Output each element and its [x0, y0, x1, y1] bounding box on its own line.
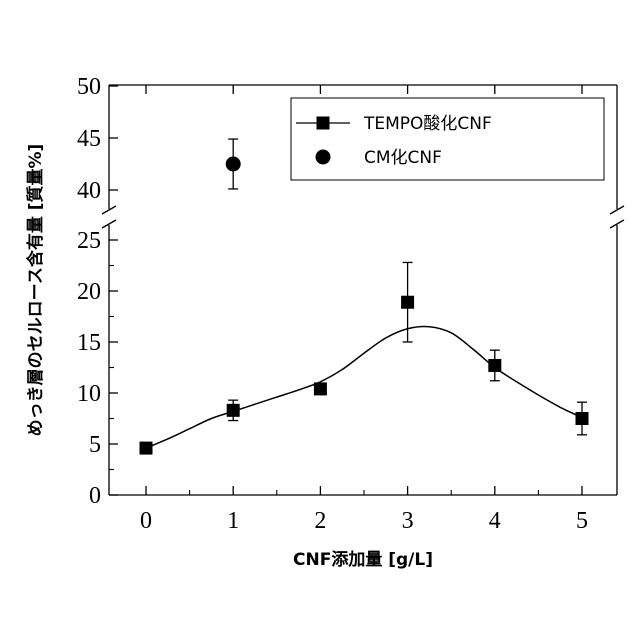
axis-break-marks [102, 206, 624, 228]
legend-label-tempo: TEMPO酸化CNF [363, 114, 492, 134]
marker-layer [140, 157, 589, 455]
legend-marker-circle [316, 150, 331, 165]
y-axis-title: めっき層のセルロース含有量 [質量%] [25, 144, 46, 437]
y-axis-ticks: 0 5 10 15 20 25 40 45 50 [77, 74, 118, 509]
legend: TEMPO酸化CNF CM化CNF [291, 98, 604, 180]
y-tick-label-15: 15 [77, 330, 101, 356]
fit-curve-tempo [146, 326, 582, 448]
legend-marker-square [317, 117, 330, 130]
y-tick-label-25: 25 [77, 228, 101, 254]
y-tick-label-5: 5 [89, 432, 101, 458]
legend-box [291, 98, 604, 180]
x-tick-label-3: 3 [402, 508, 414, 534]
data-point-circle-0 [226, 157, 241, 172]
data-point-square-0 [140, 442, 153, 455]
fit-curve-layer [146, 326, 582, 448]
y-tick-label-10: 10 [77, 381, 101, 407]
y-tick-label-50: 50 [77, 74, 101, 100]
error-bar-layer [228, 139, 587, 435]
data-point-square-2 [314, 382, 327, 395]
data-point-square-1 [227, 404, 240, 417]
x-tick-label-0: 0 [140, 508, 152, 534]
chart: 0510152025404550 012345 TEMPO酸化CNF CM化CN… [0, 0, 640, 640]
data-point-square-3 [401, 296, 414, 309]
data-point-square-4 [488, 359, 501, 372]
legend-label-cm: CM化CNF [364, 148, 442, 168]
x-tick-label-4: 4 [489, 508, 501, 534]
x-axis-title: CNF添加量 [g/L] [293, 549, 433, 570]
y-tick-label-40: 40 [77, 178, 101, 204]
x-tick-label-5: 5 [576, 508, 588, 534]
y-tick-label-20: 20 [77, 279, 101, 305]
x-tick-label-1: 1 [227, 508, 239, 534]
y-tick-label-45: 45 [77, 126, 101, 152]
x-tick-label-2: 2 [314, 508, 326, 534]
y-tick-label-0: 0 [89, 483, 101, 509]
data-point-square-5 [576, 412, 589, 425]
